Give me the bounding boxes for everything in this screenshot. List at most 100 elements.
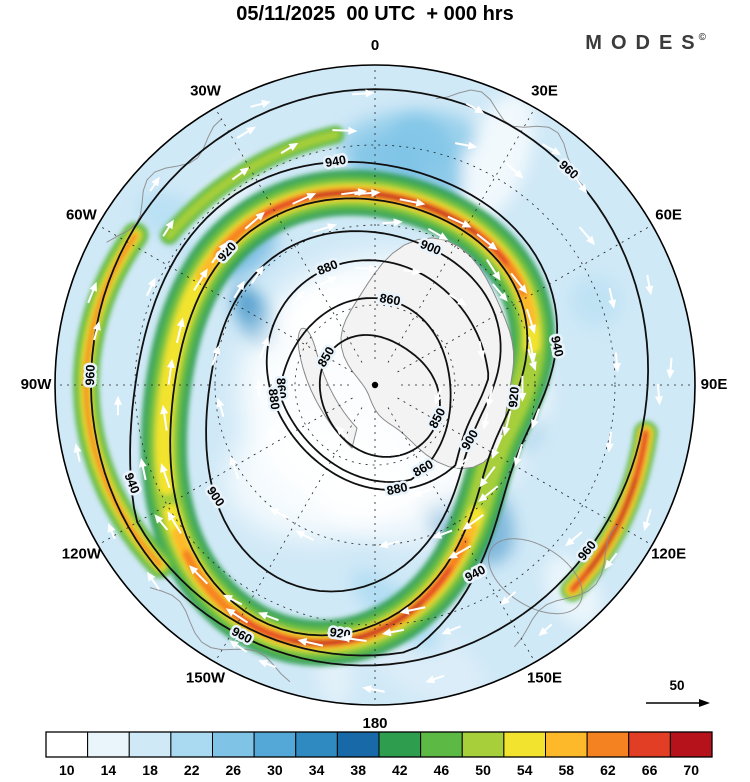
wind-arrow-icon — [455, 141, 478, 150]
wind-arrow-icon — [526, 308, 536, 334]
wind-arrow-icon — [462, 514, 484, 531]
wind-arrow-icon — [578, 226, 596, 246]
wind-arrow-icon — [160, 404, 169, 431]
wind-arrow-icon — [193, 268, 208, 291]
wind-arrow-icon — [502, 410, 512, 437]
contour-label: 860 — [379, 291, 402, 308]
colorbar-tick: 34 — [309, 762, 325, 778]
wind-arrow-icon — [292, 463, 307, 476]
wind-arrow-icon — [149, 176, 160, 192]
wind-arrow-icon — [528, 336, 537, 363]
colorbar-tick: 54 — [517, 762, 533, 778]
colorbar-tick: 38 — [350, 762, 366, 778]
colorbar-cell — [87, 731, 130, 758]
wind-arrow-icon — [229, 455, 240, 480]
wind-arrow-icon — [269, 508, 289, 520]
wind-arrow-icon — [138, 458, 147, 481]
longitude-label: 90E — [701, 376, 728, 393]
wind-arrow-icon — [254, 379, 263, 397]
antarctic-peninsula — [297, 327, 358, 449]
colorbar-tick: 14 — [101, 762, 117, 778]
wind-arrow-icon — [332, 126, 358, 135]
wind-arrow-icon — [666, 357, 675, 379]
contour-label: 940 — [324, 153, 347, 170]
wind-arrow-icon — [612, 352, 621, 373]
wind-arrow-icon — [146, 571, 160, 590]
wind-arrow-icon — [340, 634, 367, 643]
wind-arrow-icon — [259, 336, 270, 359]
wind-arrow-icon — [231, 167, 250, 181]
wind-arrow-icon — [244, 211, 265, 230]
wind-arrow-icon — [292, 193, 317, 205]
colorbar-cell — [212, 731, 255, 758]
chart-title: 05/11/2025 00 UTC + 000 hrs — [236, 3, 514, 25]
contour-label: 880 — [266, 388, 283, 411]
wind-arrow-icon — [390, 447, 409, 456]
longitude-label: 30W — [190, 82, 222, 99]
wind-arrow-icon — [403, 267, 422, 276]
contour-label: 960 — [83, 364, 98, 385]
wind-arrow-icon — [328, 494, 346, 502]
wind-arrow-icon — [354, 189, 381, 198]
wind-arrow-icon — [257, 611, 279, 622]
wind-arrow-icon — [513, 443, 524, 467]
wind-arrow-icon — [291, 290, 306, 305]
wind-arrow-icon — [399, 606, 426, 615]
wind-arrow-icon — [455, 456, 470, 469]
colorbar-cell — [336, 731, 380, 758]
wind-arrow-icon — [87, 281, 97, 304]
wind-arrow-icon — [211, 344, 221, 366]
wind-arrow-icon — [250, 265, 264, 285]
longitude-label: 0 — [371, 37, 379, 54]
wind-arrow-icon — [465, 102, 485, 114]
longitude-label: 30E — [531, 82, 558, 99]
modes-brand-text: MODES — [585, 32, 704, 54]
wind-arrow-icon — [448, 293, 467, 306]
wind-arrow-icon — [372, 493, 394, 502]
wind-arrow-icon — [541, 143, 562, 156]
colorbar-cell — [170, 731, 214, 758]
map-disc: 8508508608608608808808809009009009209209… — [55, 65, 695, 705]
longitude-label: 180 — [362, 715, 387, 732]
wind-arrow-icon — [411, 487, 434, 497]
colorbar-cell — [586, 731, 630, 758]
wind-arrow-icon — [605, 431, 614, 453]
colorbar-tick: 70 — [683, 762, 699, 778]
wind-arrow-icon — [486, 259, 501, 281]
wind-arrow-icon — [382, 218, 403, 227]
wind-arrow-icon — [355, 264, 379, 273]
wind-arrow-icon — [352, 89, 375, 98]
wind-arrow-icon — [280, 142, 299, 154]
wind-arrow-icon — [478, 485, 499, 502]
wind-arrow-icon — [447, 215, 472, 228]
longitude-label: 120E — [651, 545, 686, 562]
wind-arrow-icon — [250, 99, 271, 108]
wind-arrow-icon — [565, 531, 583, 547]
modes-brand: MODES© — [585, 32, 706, 55]
wind-arrow-icon — [73, 443, 82, 462]
colorbar-tick: 46 — [434, 762, 450, 778]
longitude-label: 120W — [62, 545, 102, 562]
colorbar-tick: 62 — [600, 762, 616, 778]
wind-arrow-icon — [297, 638, 324, 647]
wind-arrow-icon — [492, 283, 508, 302]
longitude-labels: 0 30E 60E 90E 120E 150E 180 150W 120W 90W 60W 30W — [21, 37, 728, 732]
wind-arrow-icon — [233, 280, 245, 299]
wind-arrow-icon — [154, 514, 169, 531]
colorbar-cell — [461, 731, 505, 758]
wind-arrow-icon — [574, 176, 588, 194]
wind-arrow-icon — [448, 545, 472, 559]
wind-arrow-icon — [500, 591, 517, 606]
longitude-label: 150W — [186, 670, 226, 687]
colorbar-tick: 22 — [184, 762, 200, 778]
antarctica — [297, 237, 515, 470]
wind-arrow-icon — [510, 272, 528, 294]
wind-arrow-icon — [645, 274, 654, 296]
colorbar-cell — [378, 731, 422, 758]
wind-arrows — [73, 89, 675, 694]
pole-marker — [371, 381, 379, 389]
wind-arrow-icon — [485, 386, 494, 408]
colorbar-frame — [45, 731, 713, 758]
wind-arrow-icon — [538, 623, 553, 637]
